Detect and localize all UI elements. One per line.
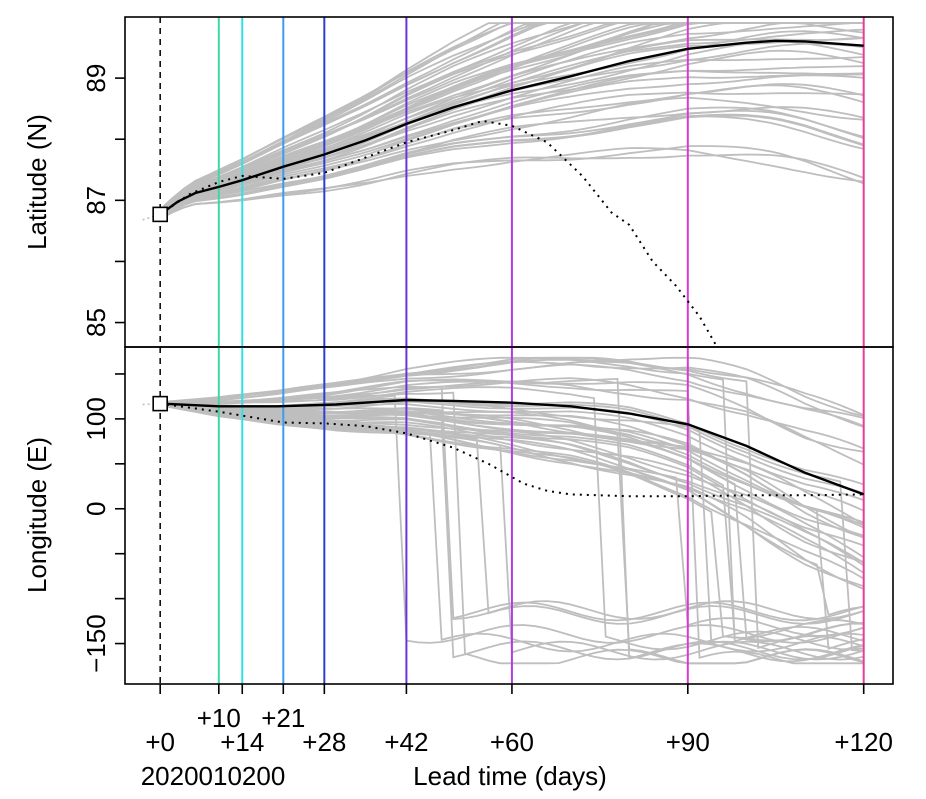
- latitude-y-axis: 85 87 89: [81, 64, 125, 337]
- y-tick-label: 100: [81, 397, 111, 440]
- y-tick-label: 85: [81, 308, 111, 337]
- longitude-axis-label: Longitude (E): [22, 437, 52, 593]
- longitude-panel-frame: [124, 346, 894, 685]
- analysis-track-line: [159, 119, 718, 347]
- y-tick-label: 89: [81, 64, 111, 93]
- x-tick-label: +28: [302, 727, 346, 757]
- lead-time-x-axis: +0 +14 +28 +42 +60 +90 +120 +10 +21: [145, 684, 893, 757]
- x-tick-label: +0: [145, 727, 175, 757]
- longitude-panel: −150 0 100 Longitude (E): [22, 346, 894, 685]
- forecast-start-date: 2020010200: [141, 761, 286, 791]
- x-tick-label: +120: [834, 727, 893, 757]
- y-tick-label: 0: [81, 502, 111, 516]
- start-point-marker: [152, 206, 168, 223]
- x-tick-label: +10: [197, 703, 241, 733]
- x-tick-label: +21: [261, 703, 305, 733]
- start-point-marker: [152, 395, 168, 412]
- y-tick-label: 87: [81, 186, 111, 215]
- x-tick-label: +90: [666, 727, 710, 757]
- latitude-panel: 85 87 89 Latitude (N): [22, 16, 894, 348]
- y-tick-label: −150: [81, 614, 111, 673]
- ensemble-mean-line: [160, 398, 865, 496]
- longitude-main-lines: [142, 398, 865, 498]
- latitude-axis-label: Latitude (N): [22, 114, 52, 250]
- x-tick-label: +42: [384, 727, 428, 757]
- x-tick-label: +60: [490, 727, 534, 757]
- latitude-lead-markers: [159, 17, 865, 347]
- x-axis-label: Lead time (days): [413, 761, 607, 791]
- ensemble-mean-line: [159, 39, 864, 216]
- longitude-y-axis: −150 0 100: [81, 373, 125, 673]
- x-tick-label: +14: [220, 727, 264, 757]
